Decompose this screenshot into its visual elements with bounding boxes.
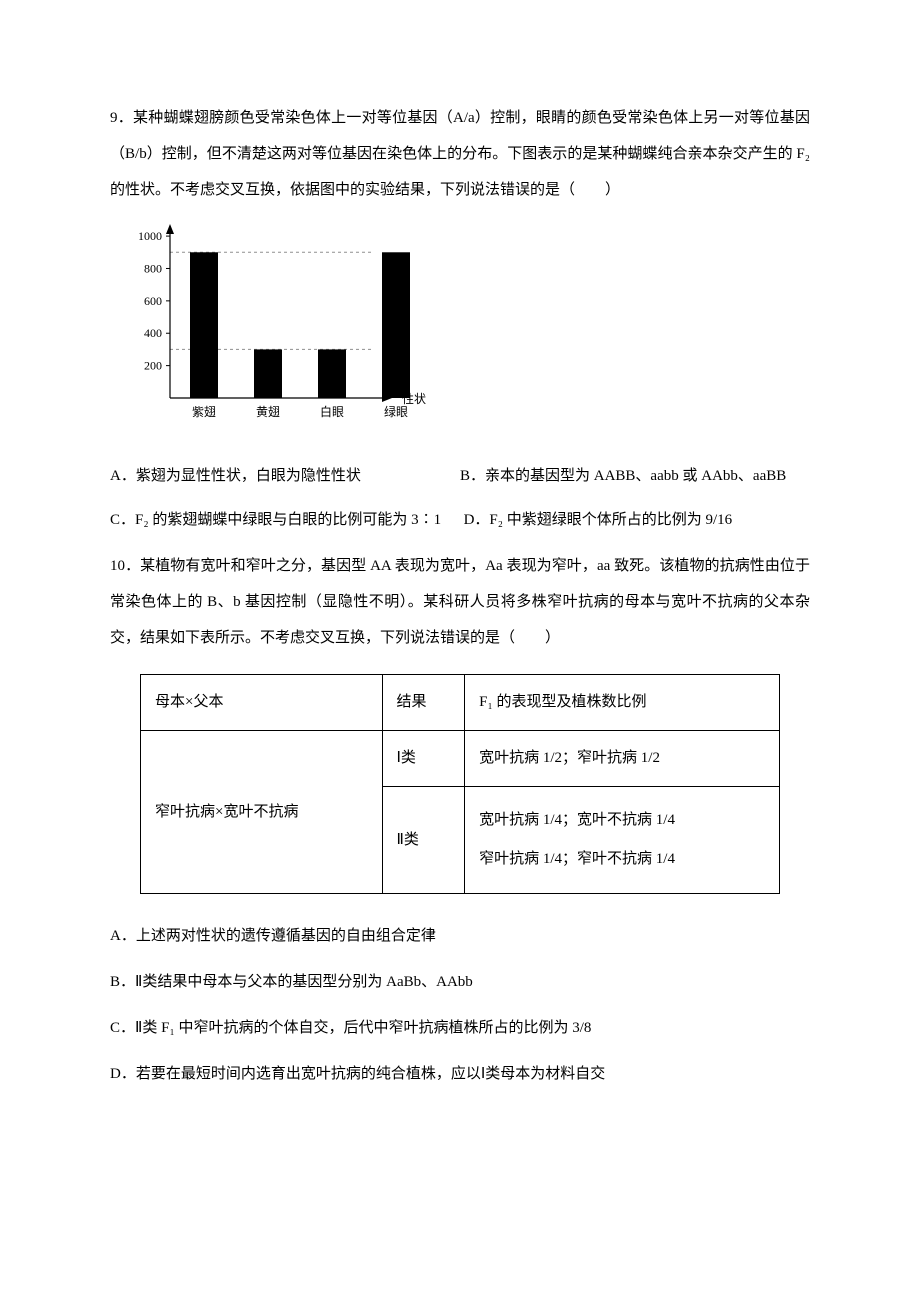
q10-option-a: A．上述两对性状的遗传遵循基因的自由组合定律	[110, 918, 810, 954]
th-result: 结果	[382, 675, 465, 731]
svg-text:白眼: 白眼	[320, 404, 344, 419]
q10-option-b: B．Ⅱ类结果中母本与父本的基因型分别为 AaBb、AAbb	[110, 964, 810, 1000]
svg-text:紫翅: 紫翅	[192, 404, 216, 419]
svg-text:绿眼: 绿眼	[384, 404, 408, 419]
td-ratio-1: 宽叶抗病 1/2；窄叶抗病 1/2	[465, 731, 780, 787]
q9-option-a: A．紫翅为显性性状，白眼为隐性性状	[110, 458, 460, 494]
svg-text:黄翅: 黄翅	[256, 404, 280, 419]
svg-text:性状: 性状	[402, 392, 426, 406]
q9-option-d-text: D．F₂ 中紫翅绿眼个体所占的比例为 9/16	[464, 512, 733, 528]
td-result-2: Ⅱ类	[382, 787, 465, 894]
q9-option-b-part1: B．亲本的基因型为 AABB、aabb 或 AAbb、aaBB	[460, 458, 810, 494]
svg-text:600: 600	[144, 294, 162, 308]
td-parent-cross: 窄叶抗病×宽叶不抗病	[141, 731, 383, 894]
q9-options-row1: A．紫翅为显性性状，白眼为隐性性状 B．亲本的基因型为 AABB、aabb 或 …	[110, 458, 810, 494]
bar-chart-svg: 200 400 600 800 1000 紫翅 黄翅 白眼 绿眼性状	[114, 218, 434, 428]
q10-option-d: D．若要在最短时间内选育出宽叶抗病的纯合植株，应以Ⅰ类母本为材料自交	[110, 1056, 810, 1092]
svg-text:800: 800	[144, 261, 162, 275]
q10-stem: 10．某植物有宽叶和窄叶之分，基因型 AA 表现为宽叶，Aa 表现为窄叶，aa …	[110, 548, 810, 656]
table-row: 窄叶抗病×宽叶不抗病 Ⅰ类 宽叶抗病 1/2；窄叶抗病 1/2	[141, 731, 780, 787]
th-ratio: F₁ 的表现型及植株数比例	[465, 675, 780, 731]
th-parents: 母本×父本	[141, 675, 383, 731]
q10-table: 母本×父本 结果 F₁ 的表现型及植株数比例 窄叶抗病×宽叶不抗病 Ⅰ类 宽叶抗…	[140, 674, 780, 894]
q9-bar-chart: 200 400 600 800 1000 紫翅 黄翅 白眼 绿眼性状	[114, 218, 810, 442]
q9-option-c-text: C．F₂ 的紫翅蝴蝶中绿眼与白眼的比例可能为 3∶1	[110, 512, 441, 528]
ratio2-line2: 窄叶抗病 1/4；窄叶不抗病 1/4	[479, 851, 675, 867]
q9-stem: 9．某种蝴蝶翅膀颜色受常染色体上一对等位基因（A/a）控制，眼睛的颜色受常染色体…	[110, 100, 810, 208]
svg-text:200: 200	[144, 359, 162, 373]
table-header-row: 母本×父本 结果 F₁ 的表现型及植株数比例	[141, 675, 780, 731]
exam-page: 9．某种蝴蝶翅膀颜色受常染色体上一对等位基因（A/a）控制，眼睛的颜色受常染色体…	[0, 0, 920, 1182]
td-ratio-2: 宽叶抗病 1/4；宽叶不抗病 1/4 窄叶抗病 1/4；窄叶不抗病 1/4	[465, 787, 780, 894]
td-result-1: Ⅰ类	[382, 731, 465, 787]
ratio2-line1: 宽叶抗病 1/4；宽叶不抗病 1/4	[479, 812, 675, 828]
q10-option-c: C．Ⅱ类 F₁ 中窄叶抗病的个体自交，后代中窄叶抗病植株所占的比例为 3/8	[110, 1010, 810, 1046]
q9-option-c: C．F₂ 的紫翅蝴蝶中绿眼与白眼的比例可能为 3∶1 D．F₂ 中紫翅绿眼个体所…	[110, 502, 810, 538]
svg-text:1000: 1000	[138, 229, 162, 243]
svg-text:400: 400	[144, 326, 162, 340]
